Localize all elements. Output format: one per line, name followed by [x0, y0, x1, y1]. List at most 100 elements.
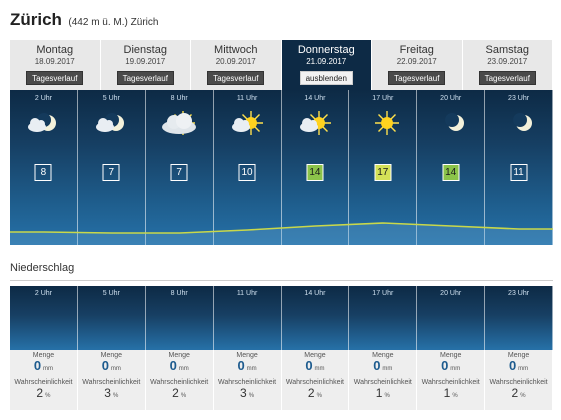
probability-value-row: 2% [282, 387, 349, 403]
amount-value-row: 0 mm [417, 359, 484, 376]
amount-unit: mm [450, 366, 461, 372]
amount-value-row: 0 mm [214, 359, 281, 376]
location-header: Zürich (442 m ü. M.) Zürich [10, 10, 158, 32]
tagesverlauf-button[interactable]: Tagesverlauf [207, 71, 265, 85]
precip-stat-column: Menge 0 mm Wahrscheinlichkeit 3% [77, 350, 146, 410]
probability-value-row: 3% [78, 387, 145, 403]
probability-unit: % [384, 393, 390, 399]
moon-cloud-icon [23, 110, 63, 136]
elevation-label: (442 m ü. M.) Zürich [68, 17, 159, 28]
hide-button[interactable]: ausblenden [299, 71, 353, 85]
hour-label: 2 Uhr [34, 290, 52, 297]
day-name: Donnerstag [297, 44, 355, 56]
amount-label: Menge [236, 352, 258, 359]
day-tab[interactable]: Samstag 23.09.2017 Tagesverlauf [462, 40, 553, 90]
hour-label: 2 Uhr [34, 95, 52, 102]
probability-value: 3 [240, 386, 247, 400]
hour-label: 14 Uhr [304, 95, 326, 102]
day-tab[interactable]: Freitag 22.09.2017 Tagesverlauf [372, 40, 463, 90]
hour-label: 23 Uhr [508, 290, 530, 297]
tagesverlauf-button[interactable]: Tagesverlauf [388, 71, 446, 85]
probability-value-row: 2% [146, 387, 213, 403]
hour-column: 11 Uhr 10 [214, 90, 282, 245]
probability-label: Wahrscheinlichkeit [150, 379, 209, 386]
probability-label: Wahrscheinlichkeit [285, 379, 344, 386]
amount-value: 0 [508, 358, 517, 373]
hour-label: 20 Uhr [440, 290, 462, 297]
sun-cloud-icon [295, 110, 335, 136]
precip-hour-column: 5 Uhr [78, 286, 146, 350]
day-tab[interactable]: Montag 18.09.2017 Tagesverlauf [10, 40, 101, 90]
hour-label: 8 Uhr [170, 95, 188, 102]
amount-value-row: 0 mm [282, 359, 349, 376]
hour-label: 14 Uhr [304, 290, 326, 297]
amount-value-row: 0 mm [78, 359, 145, 376]
hour-label: 11 Uhr [236, 290, 258, 297]
amount-label: Menge [32, 352, 55, 359]
temperature-value: 8 [34, 164, 52, 181]
temperature-curve [10, 222, 553, 245]
hour-column: 5 Uhr 7 [78, 90, 146, 245]
precip-stat-column: Menge 0 mm Wahrscheinlichkeit 1% [349, 350, 418, 410]
probability-label: Wahrscheinlichkeit [353, 379, 412, 386]
probability-label: Wahrscheinlichkeit [14, 379, 73, 386]
hour-label: 11 Uhr [236, 95, 258, 102]
precip-hour-column: 8 Uhr [146, 286, 214, 350]
precip-hour-column: 17 Uhr [349, 286, 418, 350]
moon-icon [431, 110, 471, 136]
amount-unit: mm [314, 366, 325, 372]
probability-value: 2 [36, 386, 44, 400]
amount-value-row: 0 mm [349, 359, 416, 376]
amount-value: 0 [441, 358, 449, 373]
sun-icon [363, 110, 403, 136]
temperature-value: 7 [170, 164, 188, 181]
probability-value-row: 1% [417, 387, 484, 403]
day-tab[interactable]: Donnerstag 21.09.2017 ausblenden [281, 40, 372, 90]
temperature-value: 14 [306, 164, 324, 181]
probability-value: 2 [307, 386, 315, 400]
precip-stat-column: Menge 0 mm Wahrscheinlichkeit 3% [213, 350, 282, 410]
probability-unit: % [520, 393, 526, 399]
probability-value-row: 2% [10, 387, 77, 403]
precip-hour-column: 2 Uhr [10, 286, 78, 350]
section-divider [10, 280, 553, 281]
day-date: 20.09.2017 [215, 57, 256, 66]
amount-value: 0 [373, 358, 381, 373]
amount-unit: mm [246, 366, 257, 372]
probability-label: Wahrscheinlichkeit [82, 379, 141, 386]
amount-value-row: 0 mm [10, 359, 77, 376]
tagesverlauf-button[interactable]: Tagesverlauf [116, 71, 174, 85]
day-tab[interactable]: Dienstag 19.09.2017 Tagesverlauf [100, 40, 191, 90]
probability-value-row: 1% [349, 387, 416, 403]
amount-label: Menge [372, 352, 394, 359]
day-tab[interactable]: Mittwoch 20.09.2017 Tagesverlauf [191, 40, 282, 90]
probability-value: 2 [511, 386, 519, 400]
precip-hour-column: 23 Uhr [485, 286, 553, 350]
hour-column: 23 Uhr 11 [485, 90, 553, 245]
amount-label: Menge [507, 352, 530, 359]
hour-column: 14 Uhr 14 [282, 90, 350, 245]
probability-value: 3 [104, 386, 111, 400]
moon-icon [499, 110, 539, 136]
day-date: 19.09.2017 [125, 57, 166, 66]
amount-unit: mm [178, 366, 189, 372]
precip-stat-column: Menge 0 mm Wahrscheinlichkeit 1% [417, 350, 486, 410]
precipitation-stats: Menge 0 mm Wahrscheinlichkeit 2% Menge 0 mm Wahr… [10, 350, 553, 410]
hour-label: 23 Uhr [508, 95, 530, 102]
hour-label: 17 Uhr [372, 95, 394, 102]
city-name: Zürich [10, 10, 62, 29]
day-name: Mittwoch [214, 44, 258, 56]
precipitation-title: Niederschlag [10, 262, 75, 274]
day-date: 22.09.2017 [396, 57, 437, 66]
tagesverlauf-button[interactable]: Tagesverlauf [478, 71, 536, 85]
amount-value: 0 [305, 358, 313, 373]
probability-value-row: 3% [214, 387, 281, 403]
tagesverlauf-button[interactable]: Tagesverlauf [26, 71, 84, 85]
hour-column: 20 Uhr 14 [417, 90, 486, 245]
sun-cloud-icon [227, 110, 267, 136]
probability-value: 2 [172, 386, 179, 400]
hour-label: 8 Uhr [170, 290, 188, 297]
amount-unit: mm [43, 366, 54, 372]
precip-stat-column: Menge 0 mm Wahrscheinlichkeit 2% [10, 350, 78, 410]
temperature-panel: 2 Uhr 8 5 Uhr 7 8 Uhr 7 11 Uhr 10 14 Uhr 14 17 Uhr… [10, 90, 553, 245]
